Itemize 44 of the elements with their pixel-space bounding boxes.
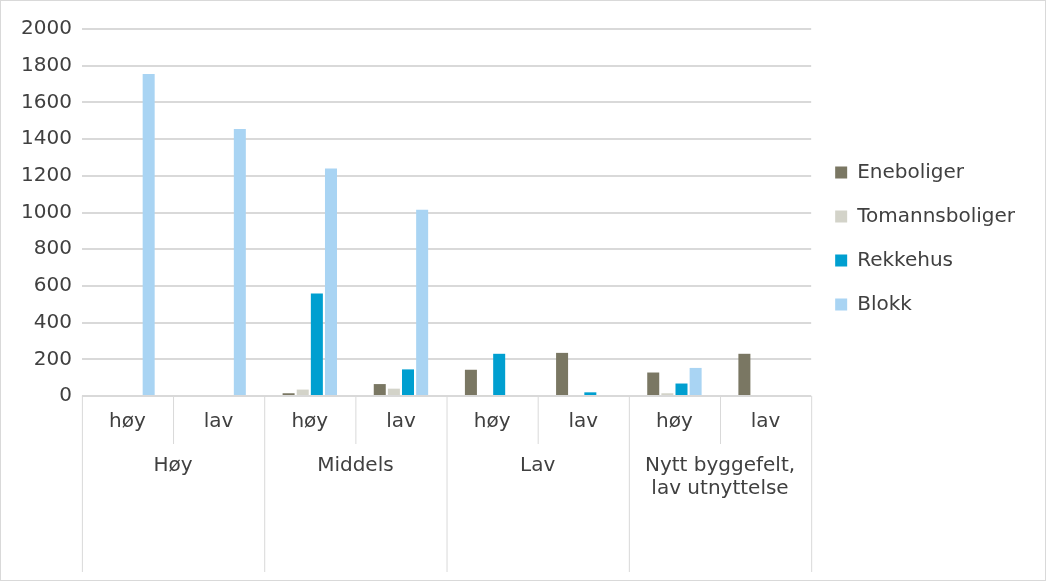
bar [416,209,429,395]
y-tick-label: 1600 [20,88,72,113]
y-tick-label: 1400 [20,125,72,150]
x-tick-label: lav [203,408,234,433]
bar [675,383,688,395]
text: Nytt byggefelt, lav utnyttelse [644,452,796,500]
text: Høy [153,452,193,477]
bar [296,389,309,395]
y-tick-label: 2000 [20,15,72,40]
x-tick-label: lav [568,408,599,433]
bar [464,369,477,395]
bar [310,293,323,395]
bar [373,384,386,395]
x-tick-label: høy [473,408,511,433]
y-tick-label: 1200 [20,162,72,186]
y-tick-label: 600 [33,272,72,297]
x-tick-label: høy [109,408,147,433]
legend-label: Tomannsboliger [856,202,1016,227]
x-tick-label: lav [750,408,781,433]
y-tick-label: 1000 [20,198,72,223]
bar [556,352,569,395]
x-tick-label: høy [656,408,693,433]
y-tick-label: 200 [33,345,72,370]
x-tick-label: høy [291,408,329,433]
bar [387,388,400,395]
text: Lav [520,452,556,477]
legend-label: Rekkehus [857,246,954,271]
x-tick-label: lav [386,408,416,433]
bar [647,372,660,395]
bar [738,353,751,395]
bar [493,353,506,395]
legend-label: Eneboliger [857,158,965,183]
text: Middels [317,452,394,477]
bar [584,392,597,395]
y-tick-label: 400 [33,308,72,333]
y-tick-label: 800 [33,235,72,260]
y-tick-label: 0 [59,382,72,407]
bar [402,369,415,395]
bar [142,73,155,395]
legend-label: Blokk [857,290,913,315]
bar [689,367,702,395]
bar [324,168,337,395]
y-tick-label: 1800 [20,51,72,76]
bar [233,129,246,395]
